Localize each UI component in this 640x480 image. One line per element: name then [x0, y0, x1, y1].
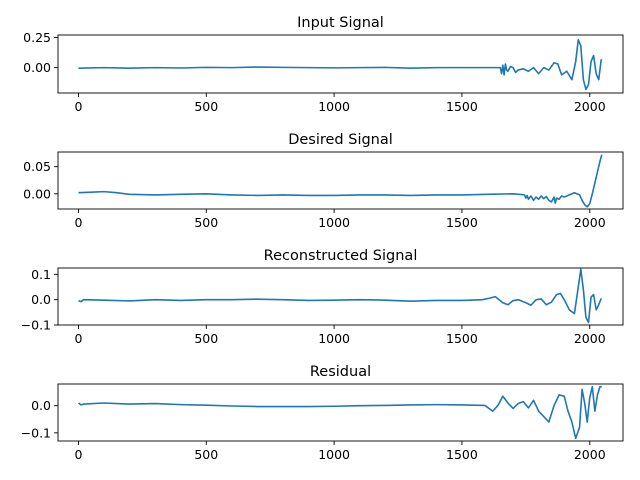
subplot-2: Desired Signal 0 500 1000 1500 2000 0.05 0.00 [23, 132, 624, 230]
plot-title: Desired Signal [288, 132, 393, 148]
axes-frame [57, 383, 624, 442]
y-tick-label: 0.0 [31, 292, 51, 307]
subplot-1: Input Signal 0 500 1000 1500 2000 0.25 0.00 [23, 15, 624, 114]
x-tick-label: 2000 [574, 331, 606, 346]
x-tick-label: 0 [74, 447, 82, 462]
plot-title: Input Signal [297, 15, 384, 31]
subplot-3: Reconstructed Signal 0 500 1000 1500 2000 0.1 0… [21, 248, 624, 346]
x-tick-label: 0 [74, 331, 82, 346]
y-tick-label: −0.1 [21, 425, 51, 440]
x-tick-label: 1000 [318, 447, 350, 462]
x-tick-label: 0 [74, 99, 82, 114]
x-tick-label: 500 [194, 331, 218, 346]
axes-frame [57, 267, 624, 326]
x-tick-label: 1500 [446, 447, 478, 462]
plot-title: Residual [310, 364, 371, 380]
x-tick-label: 1000 [318, 331, 350, 346]
x-tick-label: 2000 [574, 215, 606, 230]
y-tick-label: 0.25 [23, 30, 51, 45]
x-tick-label: 1500 [446, 99, 478, 114]
series-line-1 [78, 154, 603, 208]
x-tick-label: 2000 [574, 99, 606, 114]
axes-frame [57, 34, 624, 94]
plot-title: Reconstructed Signal [264, 248, 418, 264]
x-tick-label: 1500 [446, 331, 478, 346]
x-tick-label: 500 [194, 447, 218, 462]
series-line-1 [77, 385, 602, 440]
series-line-1 [78, 39, 603, 91]
y-tick-label: 0.05 [23, 159, 51, 174]
x-tick-label: 2000 [574, 447, 606, 462]
y-tick-label: −0.1 [21, 318, 51, 333]
x-tick-label: 0 [74, 215, 82, 230]
y-tick-label: 0.1 [31, 267, 51, 282]
subplot-4: Residual 0 500 1000 1500 2000 0.0 −0.1 [21, 364, 624, 462]
x-tick-label: 1000 [318, 215, 350, 230]
y-tick-label: 0.00 [23, 186, 51, 201]
x-tick-label: 500 [194, 215, 218, 230]
x-tick-label: 500 [194, 99, 218, 114]
series-line-1 [78, 268, 603, 324]
x-tick-label: 1000 [318, 99, 350, 114]
y-tick-label: 0.00 [23, 60, 51, 75]
x-tick-label: 1500 [446, 215, 478, 230]
y-tick-label: 0.0 [31, 398, 51, 413]
axes-frame [57, 151, 624, 210]
